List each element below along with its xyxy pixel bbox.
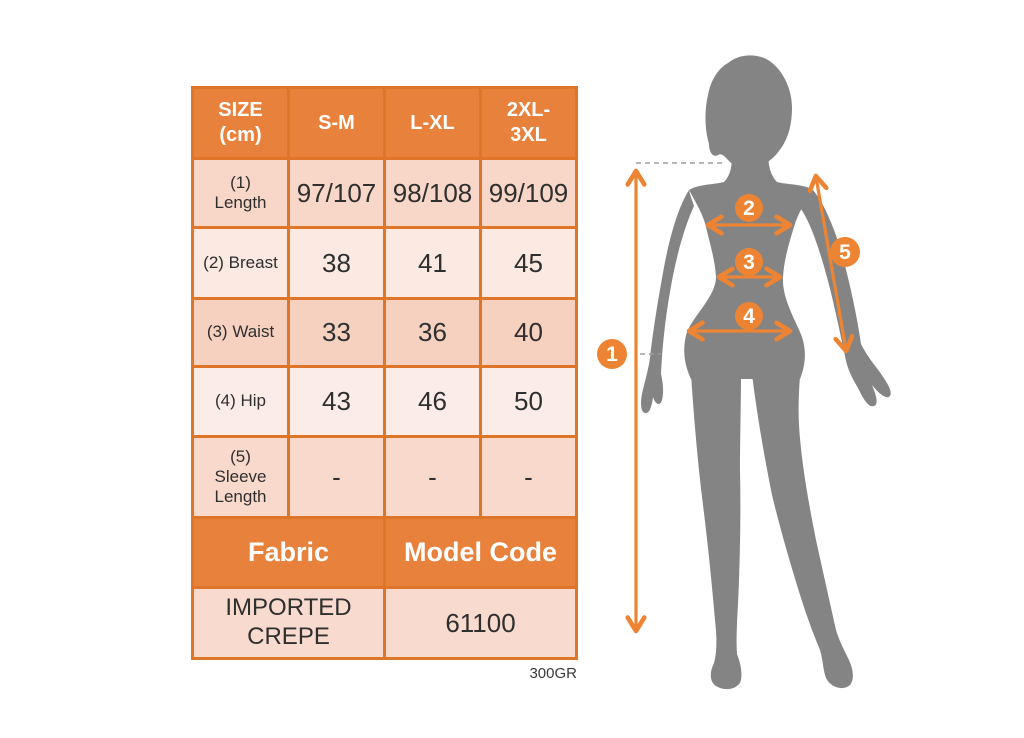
sleeve-value-s-m: -	[290, 438, 383, 516]
sleeve-value-l-xl: -	[386, 438, 479, 516]
left-arm	[641, 190, 694, 414]
length-value-2xl: 99/109	[482, 160, 575, 226]
sleeve-label: (5) Sleeve Length	[194, 438, 287, 516]
waist-label: (3) Waist	[194, 300, 287, 365]
weight-note: 300GR	[529, 665, 577, 682]
marker-number-5: 5	[839, 241, 851, 264]
fabric-header: Fabric	[194, 519, 383, 586]
waist-value-2xl: 40	[482, 300, 575, 365]
hip-value-2xl: 50	[482, 368, 575, 435]
header-2xl-3xl: 2XL- 3XL	[482, 89, 575, 157]
marker-circle-2	[735, 194, 763, 222]
marker-number-2: 2	[743, 197, 755, 220]
right-arm	[797, 190, 891, 407]
right-leg	[752, 374, 853, 689]
breast-label: (2) Breast	[194, 229, 287, 297]
model-code-value: 61100	[386, 589, 575, 657]
header-s-m: S-M	[290, 89, 383, 157]
body-silhouette	[641, 55, 891, 690]
length-value-l-xl: 98/108	[386, 160, 479, 226]
model-code-header: Model Code	[386, 519, 575, 586]
marker-number-1: 1	[606, 343, 618, 366]
size-table: SIZE (cm) S-M L-XL 2XL- 3XL (1) Length 9…	[191, 86, 578, 660]
fabric-value: IMPORTED CREPE	[194, 589, 383, 657]
marker-circle-1	[597, 339, 627, 369]
breast-value-l-xl: 41	[386, 229, 479, 297]
marker-number-3: 3	[743, 251, 755, 274]
head-hair	[705, 55, 792, 169]
marker-circle-3	[735, 248, 763, 276]
sleeve-value-2xl: -	[482, 438, 575, 516]
length-label: (1) Length	[194, 160, 287, 226]
marker-number-4: 4	[743, 305, 755, 328]
breast-value-s-m: 38	[290, 229, 383, 297]
waist-value-s-m: 33	[290, 300, 383, 365]
length-value-s-m: 97/107	[290, 160, 383, 226]
header-l-xl: L-XL	[386, 89, 479, 157]
hip-value-l-xl: 46	[386, 368, 479, 435]
breast-value-2xl: 45	[482, 229, 575, 297]
marker-circle-4	[735, 302, 763, 330]
hip-value-s-m: 43	[290, 368, 383, 435]
marker-circle-5	[830, 237, 860, 267]
left-leg	[691, 374, 742, 690]
waist-value-l-xl: 36	[386, 300, 479, 365]
header-size-cm: SIZE (cm)	[194, 89, 287, 157]
hip-label: (4) Hip	[194, 368, 287, 435]
arrow-sleeve	[816, 177, 846, 350]
